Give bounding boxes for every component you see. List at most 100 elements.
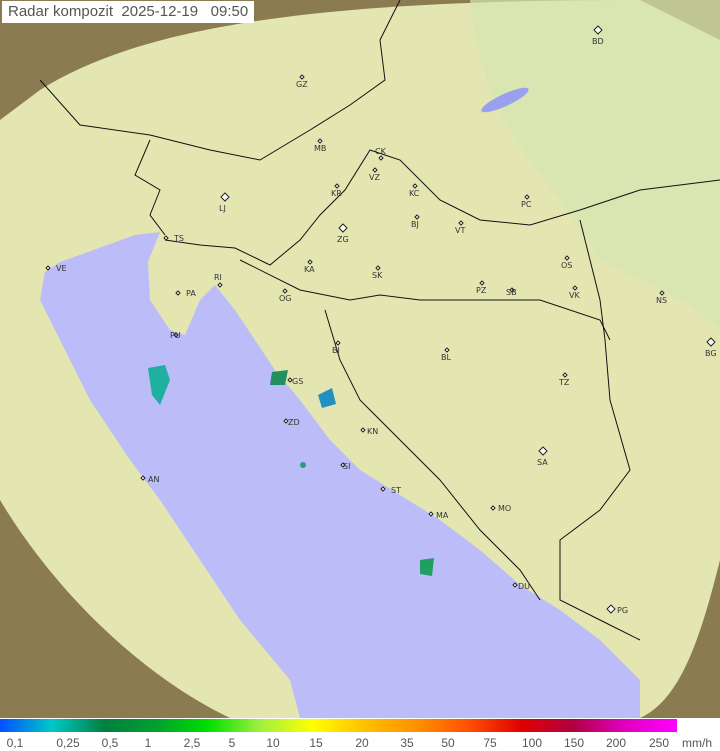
legend-tick: 35 [400, 736, 414, 750]
city-marker-icon [217, 282, 223, 288]
legend-tick: 250 [648, 736, 670, 750]
radar-coverage-area [0, 0, 720, 718]
legend-tick: 50 [441, 736, 455, 750]
city-kn: KN [360, 427, 378, 436]
city-pu: PU [170, 331, 181, 340]
city-marker-icon [659, 290, 665, 296]
city-label: LJ [219, 204, 226, 213]
city-label: PC [521, 200, 532, 209]
radar-echoes [148, 365, 434, 576]
city-kr: KR [331, 183, 342, 198]
city-ma: MA [428, 511, 449, 520]
radar-map[interactable]: GZ BD MB CK VZ KR KC PC LJ ZG BJ VT TS VE KA SK OS RI PA OG… [0, 0, 720, 718]
legend-tick: 2,5 [183, 736, 201, 750]
city-label: RI [214, 273, 222, 282]
city-label: VE [56, 264, 67, 273]
city-marker-icon [220, 192, 230, 202]
city-ns: NS [656, 290, 667, 305]
city-label: KR [331, 189, 342, 198]
city-marker-icon [458, 220, 464, 226]
city-label: ST [391, 486, 401, 495]
city-marker-icon [283, 418, 289, 424]
city-label: SI [343, 462, 350, 471]
city-bl: BL [441, 347, 451, 362]
city-ri: RI [214, 273, 223, 288]
echo [420, 558, 434, 576]
city-vt: VT [455, 220, 465, 235]
city-label: ZD [288, 418, 300, 427]
legend-tick: 200 [605, 736, 627, 750]
legend-tick: 0,25 [56, 736, 80, 750]
city-sk: SK [372, 265, 383, 280]
city-zd: ZD [283, 418, 300, 427]
city-marker-icon [562, 372, 568, 378]
city-marker-icon [412, 183, 418, 189]
city-marker-icon [378, 155, 384, 161]
city-marker-icon [512, 582, 518, 588]
city-label: GZ [296, 80, 308, 89]
city-marker-icon [307, 259, 313, 265]
title-label: Radar kompozit [8, 3, 114, 20]
city-marker-icon [45, 265, 51, 271]
city-marker-icon [299, 74, 305, 80]
city-tz: TZ [558, 372, 570, 387]
city-du: DU [512, 582, 530, 591]
legend-tick: 10 [266, 736, 280, 750]
legend-tick: 1 [144, 736, 152, 750]
city-bg: BG [705, 337, 717, 358]
city-lj: LJ [219, 192, 230, 213]
city-marker-icon [335, 340, 341, 346]
city-marker-icon [444, 347, 450, 353]
city-label: BG [705, 349, 717, 358]
city-st: ST [380, 486, 401, 495]
city-si: SI [340, 462, 350, 471]
city-marker-icon [340, 462, 346, 468]
pannonian-plain [470, 0, 720, 330]
city-mb: MB [314, 138, 326, 153]
city-label: MA [436, 511, 449, 520]
city-label: AN [148, 475, 159, 484]
city-marker-icon [140, 475, 146, 481]
city-marker-icon [414, 214, 420, 220]
city-label: BD [592, 37, 604, 46]
city-label: PA [186, 289, 196, 298]
city-label: MB [314, 144, 326, 153]
legend-unit: mm/h [682, 736, 712, 750]
city-marker-icon [375, 265, 381, 271]
echo [300, 462, 306, 468]
city-gs: GS [287, 377, 303, 386]
city-ka: KA [304, 259, 315, 274]
city-label: PZ [476, 286, 487, 295]
city-bj: BJ [411, 214, 420, 229]
city-pa: PA [175, 289, 196, 298]
precipitation-color-scale [0, 719, 677, 732]
city-marker-icon [175, 290, 181, 296]
city-mo: MO [490, 504, 511, 513]
city-marker-icon [372, 167, 378, 173]
map-title: Radar kompozit 2025-12-19 09:50 [2, 1, 255, 23]
echo [318, 388, 336, 408]
city-marker-icon [380, 486, 386, 492]
city-marker-icon [593, 25, 603, 35]
city-ck: CK [375, 147, 387, 161]
city-label: KA [304, 265, 315, 274]
city-marker-icon [334, 183, 340, 189]
city-an: AN [140, 475, 159, 484]
city-marker-icon [606, 604, 616, 614]
city-kc: KC [409, 183, 420, 198]
city-label: ZG [337, 235, 349, 244]
city-marker-icon [479, 280, 485, 286]
city-label: TS [173, 234, 184, 243]
city-ve: VE [45, 264, 67, 273]
city-label: PU [170, 331, 181, 340]
title-date: 2025-12-19 [121, 3, 199, 20]
city-ts: TS [163, 234, 184, 243]
city-label: SA [537, 458, 548, 467]
city-label: BI [332, 346, 340, 355]
city-marker-icon [564, 255, 570, 261]
legend-tick: 20 [355, 736, 369, 750]
city-label: OG [279, 294, 292, 303]
echo [270, 370, 288, 385]
city-vz: VZ [369, 167, 380, 182]
city-bi: BI [332, 340, 341, 355]
